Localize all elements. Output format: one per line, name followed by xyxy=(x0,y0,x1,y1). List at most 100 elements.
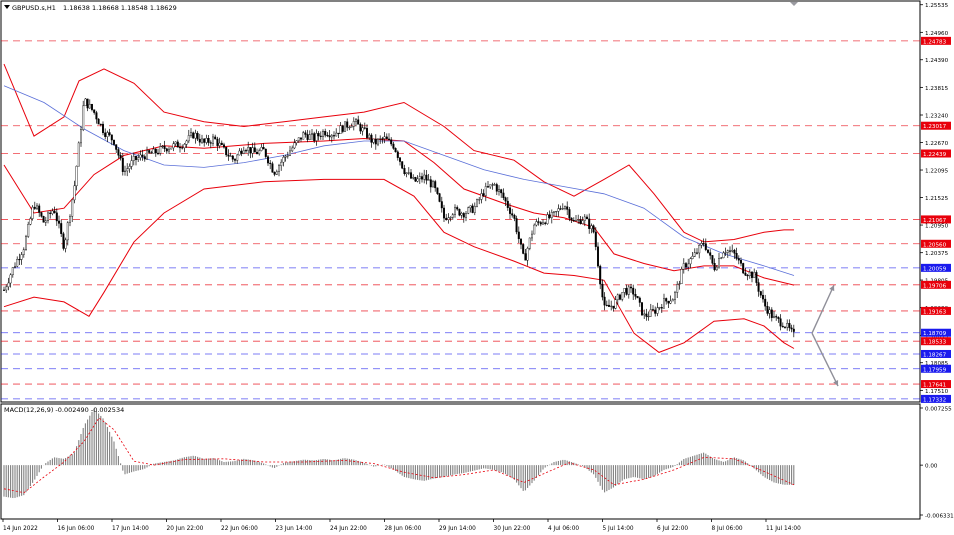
candle-body xyxy=(269,162,272,164)
price-level-text: 1.22439 xyxy=(923,152,947,158)
price-level-text: 1.23017 xyxy=(923,124,947,130)
candle-body xyxy=(278,165,281,172)
symbol-label: GBPUSD.s,H1 xyxy=(12,4,56,12)
candle-body xyxy=(361,127,364,132)
candle-body xyxy=(392,143,395,149)
candle-body xyxy=(350,126,353,128)
candle-body xyxy=(718,258,721,268)
moving-average xyxy=(3,85,795,276)
candle-body xyxy=(275,171,278,175)
price-level-text: 1.18267 xyxy=(923,352,947,358)
candle-body xyxy=(520,238,523,245)
candle-body xyxy=(339,125,342,134)
candle-body xyxy=(178,147,181,149)
candle-body xyxy=(542,222,545,225)
candle-body xyxy=(304,132,307,135)
time-axis-label: 29 Jun 14:00 xyxy=(439,526,476,532)
candle-body xyxy=(493,184,496,186)
chevron-down-icon[interactable] xyxy=(4,5,10,9)
candle-body xyxy=(311,133,314,135)
candle-body xyxy=(328,135,331,138)
candle-body xyxy=(42,216,45,223)
candle-body xyxy=(130,160,133,167)
candle-body xyxy=(396,151,399,158)
candle-body xyxy=(707,249,710,253)
candle-body xyxy=(346,121,349,128)
candle-body xyxy=(53,210,56,214)
candle-body xyxy=(460,213,463,216)
candle-body xyxy=(674,292,677,300)
candle-body xyxy=(302,132,305,140)
candle-body xyxy=(256,151,259,155)
candle-body xyxy=(264,148,267,157)
macd-axis-label: 0.00 xyxy=(925,464,938,470)
candle-body xyxy=(751,271,754,278)
candle-body xyxy=(192,132,195,139)
candle-body xyxy=(207,138,210,143)
candle-body xyxy=(71,199,74,217)
candle-body xyxy=(652,309,655,311)
candle-body xyxy=(99,123,102,126)
price-level-tag xyxy=(921,306,951,315)
bollinger-lower-line xyxy=(3,178,795,353)
candle-body xyxy=(792,328,795,332)
candle-body xyxy=(289,150,292,156)
candle-body xyxy=(262,147,265,150)
price-level-tag xyxy=(921,349,951,358)
price-level-text: 1.21067 xyxy=(923,218,947,224)
price-level-tag xyxy=(921,337,951,346)
price-axis-label: 1.22095 xyxy=(925,169,949,175)
candle-body xyxy=(753,272,756,278)
price-level-tag xyxy=(921,121,951,130)
candle-body xyxy=(174,141,177,145)
candle-body xyxy=(748,271,751,277)
candle-body xyxy=(401,161,404,169)
candle-body xyxy=(625,288,628,295)
candle-body xyxy=(603,296,606,306)
candle-body xyxy=(106,132,109,137)
candle-body xyxy=(18,259,21,261)
candle-body xyxy=(137,157,140,160)
candle-body xyxy=(643,313,646,316)
candle-body xyxy=(5,286,8,291)
candle-body xyxy=(355,119,358,122)
candle-body xyxy=(357,119,360,125)
candle-body xyxy=(145,150,148,160)
candle-body xyxy=(218,142,221,146)
candle-body xyxy=(62,233,65,249)
candle-body xyxy=(445,217,448,220)
candle-body xyxy=(95,112,98,120)
time-axis-label: 22 Jun 06:00 xyxy=(221,526,258,532)
candle-body xyxy=(11,267,14,276)
candle-body xyxy=(524,253,527,261)
candle-body xyxy=(229,155,232,157)
candle-body xyxy=(385,136,388,140)
candle-body xyxy=(317,133,320,137)
price-level-tag xyxy=(921,328,951,337)
candle-body xyxy=(104,132,107,137)
candle-body xyxy=(773,316,776,318)
candle-body xyxy=(511,213,514,216)
candle-body xyxy=(533,224,536,235)
price-level-text: 1.18709 xyxy=(923,331,947,337)
candle-body xyxy=(447,217,450,220)
candle-body xyxy=(225,147,228,156)
candle-body xyxy=(436,187,439,194)
time-axis-label: 30 Jun 22:00 xyxy=(494,526,531,532)
candle-body xyxy=(471,205,474,213)
candle-body xyxy=(623,288,626,293)
candle-body xyxy=(84,98,87,107)
candle-body xyxy=(117,149,120,156)
time-axis-label: 24 Jun 22:00 xyxy=(330,526,367,532)
scroll-marker-icon[interactable] xyxy=(790,2,798,6)
candle-body xyxy=(731,249,734,252)
candle-body xyxy=(394,148,397,153)
candle-body xyxy=(31,206,34,219)
candle-body xyxy=(491,184,494,186)
candle-body xyxy=(740,260,743,264)
candle-body xyxy=(368,134,371,138)
candle-body xyxy=(702,243,705,245)
candle-body xyxy=(715,266,718,271)
candle-body xyxy=(267,156,270,164)
